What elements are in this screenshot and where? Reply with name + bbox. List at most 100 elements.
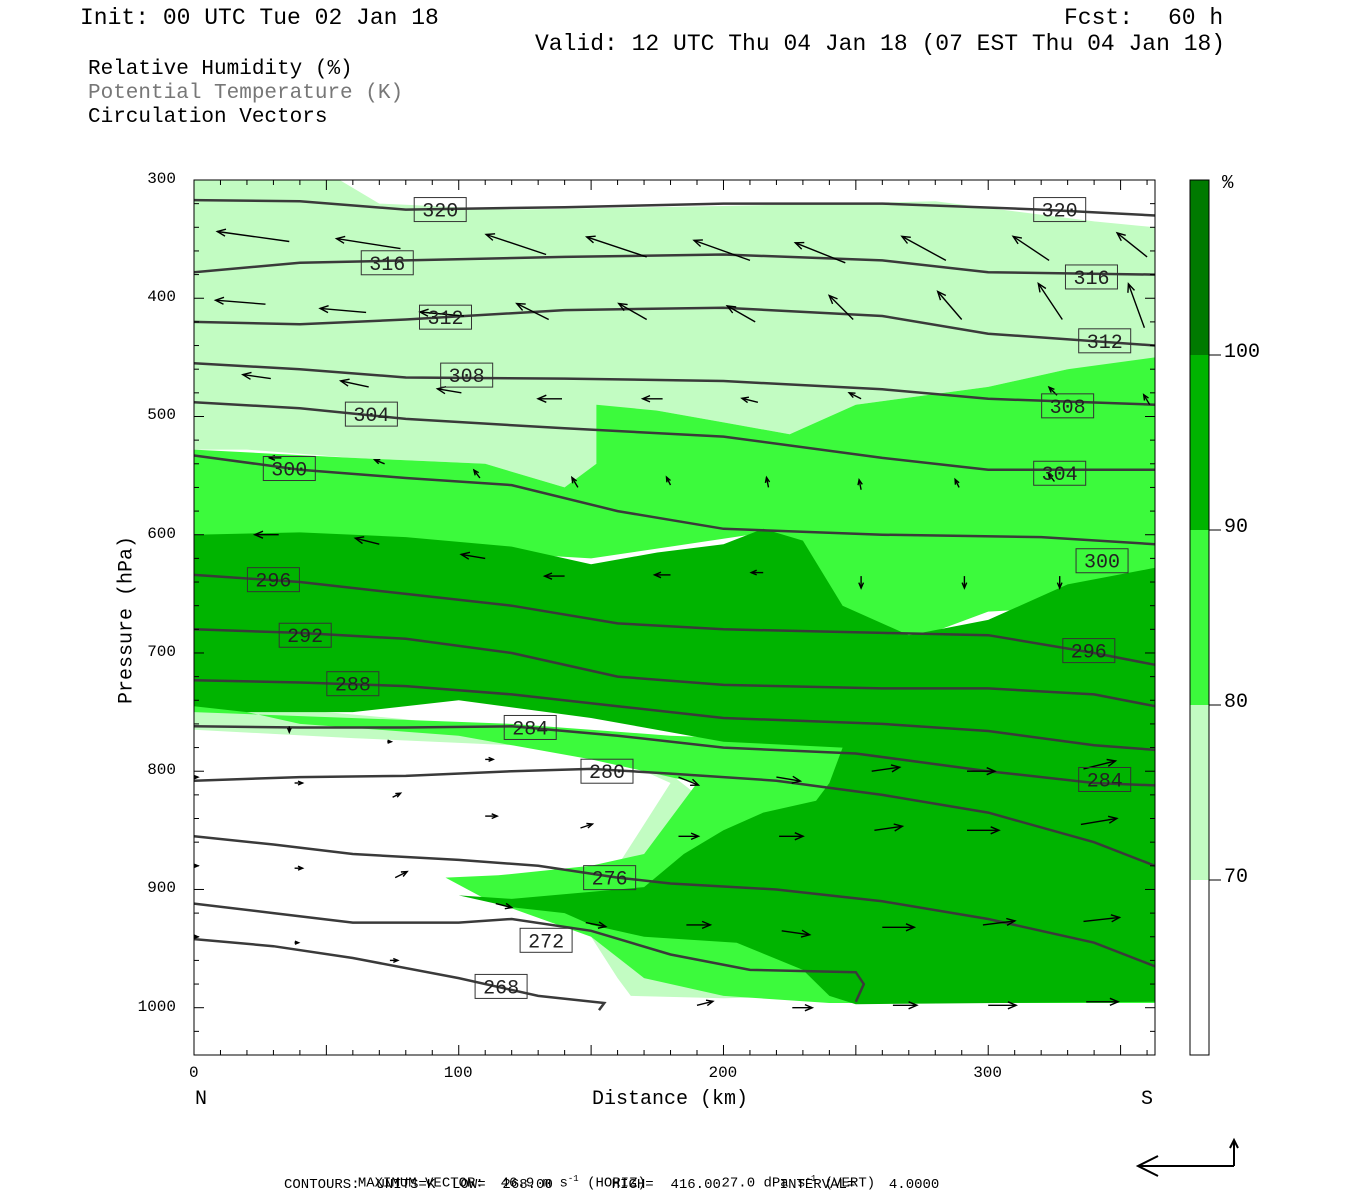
- isentrope-label: 316: [369, 254, 405, 277]
- colorbar-segment: [1190, 355, 1209, 530]
- circulation-vector: [776, 775, 803, 784]
- circulation-vector: [318, 305, 367, 314]
- circulation-vector: [387, 739, 394, 744]
- humidity-fill-layer: [194, 180, 1155, 1005]
- x-tick-label: 0: [189, 1064, 199, 1082]
- colorbar-level-label: 90: [1224, 516, 1249, 539]
- x-tick-label: 100: [443, 1064, 473, 1082]
- legend-circulation-vectors: Circulation Vectors: [88, 106, 328, 129]
- circulation-vector: [515, 302, 550, 321]
- isentrope-label-box: [519, 927, 573, 953]
- colorbar-level-label: 70: [1224, 866, 1249, 889]
- circulation-vector: [338, 378, 369, 388]
- max-vector-text-c: (VERT): [816, 1175, 876, 1192]
- circulation-vector: [764, 475, 771, 488]
- circulation-vector: [793, 241, 846, 264]
- contour-info: CONTOURS: UNITS=K LOW= 268.00 HIGH= 416.…: [284, 1177, 940, 1193]
- isentrope-label-box: [344, 401, 398, 427]
- circulation-vector: [936, 290, 963, 320]
- forecast-hour-label: Fcst:: [1064, 5, 1134, 31]
- circulation-vector: [892, 1001, 919, 1010]
- isentrope-label-box: [1033, 197, 1087, 223]
- isentrope-label: 304: [1042, 464, 1078, 487]
- isentrope-label: 288: [335, 675, 371, 698]
- circulation-vector: [792, 1003, 815, 1012]
- isentrope-label-box: [440, 362, 494, 388]
- circulation-vector: [874, 823, 905, 832]
- circulation-vector: [678, 776, 701, 786]
- isentrope-label: 304: [353, 405, 389, 428]
- isentrope-label-box: [580, 758, 634, 784]
- axis-ticks: [193, 179, 1155, 1056]
- circulation-vector: [779, 832, 805, 841]
- isentrope-label: 312: [1087, 332, 1123, 355]
- isentrope-label-box: [1078, 328, 1132, 354]
- legend-potential-temperature: Potential Temperature (K): [88, 82, 404, 105]
- isentrope-label: 308: [449, 366, 485, 389]
- isentrope-label: 272: [528, 931, 564, 954]
- circulation-vector: [194, 774, 200, 780]
- circulation-vector: [954, 477, 960, 488]
- isentrope-label-box: [1062, 638, 1116, 664]
- isentrope-308: [194, 362, 1155, 406]
- colorbar: [1189, 179, 1221, 1056]
- contour-label-layer: 320 320 316 316 312 312 308 308 304 304 300 300 296 2…: [246, 197, 1132, 1000]
- circulation-vector: [286, 726, 292, 735]
- circulation-vector: [961, 576, 968, 590]
- isentrope-label-box: [583, 865, 637, 891]
- x-tick-label: 300: [973, 1064, 1003, 1082]
- circulation-vector: [1142, 393, 1151, 406]
- circulation-vector: [1056, 576, 1063, 590]
- isentrope-272: [194, 902, 866, 1003]
- circulation-vector: [294, 940, 301, 945]
- colorbar-frame: [1189, 179, 1210, 1056]
- colorbar-level-label: 100: [1224, 341, 1261, 364]
- circulation-vector: [394, 870, 409, 879]
- y-tick-label: 1000: [137, 997, 176, 1016]
- circulation-vector: [857, 478, 863, 490]
- circulation-vector: [213, 296, 266, 305]
- circulation-vector: [1086, 997, 1121, 1006]
- circulation-vector: [1080, 815, 1119, 826]
- isentrope-label: 296: [1071, 642, 1107, 665]
- max-vector-text-b: (HORIZ) 27.0 dPa s: [578, 1175, 806, 1192]
- max-vector-note: MAXIMUM VECTOR: 46.9 m s-1 (HORIZ) 27.0 …: [341, 1158, 875, 1192]
- y-tick-label: 400: [147, 288, 176, 307]
- colorbar-level-label: 80: [1224, 691, 1249, 714]
- isentrope-label-box: [1041, 393, 1095, 419]
- isentrope-280: [194, 767, 1155, 867]
- circulation-vector: [652, 571, 671, 579]
- circulation-vector: [678, 832, 701, 841]
- circulation-vector: [827, 294, 854, 320]
- isentrope-label: 316: [1073, 268, 1109, 291]
- isentrope-label-box: [474, 973, 528, 999]
- circulation-vector: [847, 391, 862, 400]
- isentrope-label-box: [326, 671, 380, 697]
- circulation-vector: [617, 302, 648, 321]
- circulation-vector: [665, 475, 672, 486]
- isentrope-288: [194, 678, 1155, 752]
- circulation-vector: [372, 459, 385, 465]
- unit-exponent-1: -1: [567, 1174, 579, 1184]
- isentrope-292: [194, 628, 1155, 708]
- circulation-vector: [294, 865, 305, 871]
- vector-layer: [194, 228, 1151, 1012]
- circulation-vector: [570, 475, 579, 488]
- isentrope-label-box: [503, 714, 557, 740]
- isentrope-label-box: [1078, 766, 1132, 792]
- isentrope-label-box: [419, 304, 473, 330]
- circulation-vector: [696, 999, 715, 1007]
- isentrope-label-box: [246, 567, 300, 593]
- circulation-vector: [640, 394, 663, 403]
- y-tick-label: 300: [147, 170, 176, 188]
- circulation-vector: [1083, 914, 1122, 923]
- x-axis-left-end: N: [195, 1088, 208, 1111]
- circulation-vector: [692, 239, 751, 262]
- rh-70-80-region: [194, 180, 1155, 999]
- circulation-vector: [725, 305, 756, 323]
- isentrope-label: 292: [287, 626, 323, 649]
- circulation-vector: [459, 551, 486, 560]
- circulation-vector: [982, 917, 1017, 927]
- isentrope-label: 268: [483, 977, 519, 1000]
- circulation-vector: [1127, 282, 1146, 329]
